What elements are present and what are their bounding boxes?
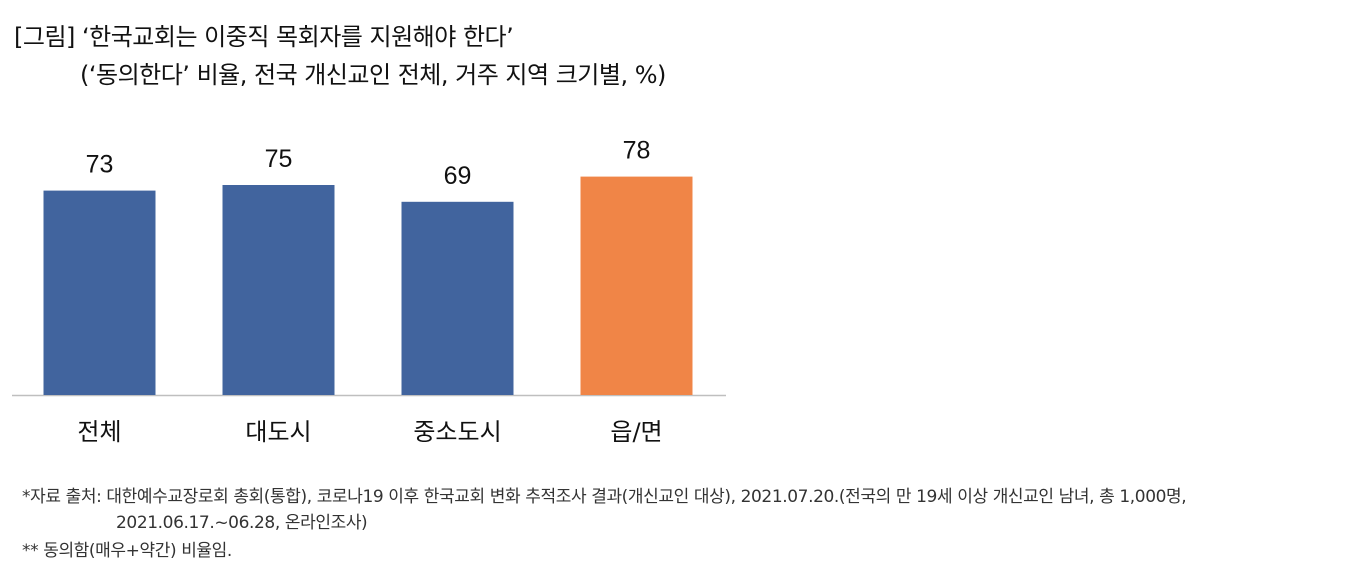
category-label-2: 대도시	[245, 418, 311, 446]
category-label-3: 중소도시	[413, 418, 501, 446]
bar-2	[222, 185, 335, 395]
chart-subtitle: (‘동의한다’ 비율, 전국 개신교인 전체, 거주 지역 크기별, %)	[80, 61, 666, 89]
bar-3	[401, 201, 514, 395]
source-footnote-line2: 2021.06.17.~06.28, 온라인조사)	[116, 513, 368, 533]
source-footnote-line1: *자료 출처: 대한예수교장로회 총회(통합), 코로나19 이후 한국교회 변…	[22, 487, 1187, 507]
data-label-1: 73	[86, 151, 114, 179]
data-label-3: 69	[444, 162, 472, 190]
data-label-4: 78	[623, 137, 651, 165]
data-label-2: 75	[265, 145, 293, 173]
bar-4	[580, 176, 693, 395]
chart-title: [그림] ‘한국교회는 이중직 목회자를 지원해야 한다’	[14, 23, 514, 51]
note-footnote: ** 동의함(매우+약간) 비율임.	[22, 541, 232, 561]
bar-chart: 73 전체 75 대도시 69 중소도시 78 읍/면	[12, 137, 726, 446]
category-label-4: 읍/면	[610, 418, 662, 446]
category-label-1: 전체	[77, 418, 121, 446]
bar-1	[43, 190, 156, 395]
